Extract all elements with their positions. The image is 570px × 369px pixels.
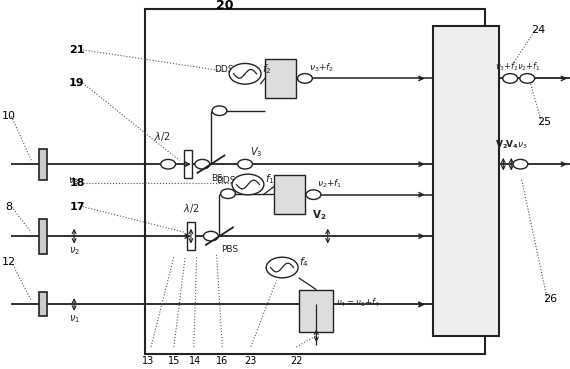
Circle shape <box>212 106 227 115</box>
Text: 12: 12 <box>2 257 15 267</box>
Text: 14: 14 <box>189 356 202 366</box>
Text: $\nu_3$: $\nu_3$ <box>518 141 528 151</box>
Circle shape <box>203 231 218 241</box>
Text: 19: 19 <box>69 78 85 88</box>
Text: $\nu_3$: $\nu_3$ <box>68 175 80 187</box>
Circle shape <box>195 159 210 169</box>
Text: BS: BS <box>211 174 222 183</box>
Bar <box>187 222 195 250</box>
Text: $\mathbf{V_2}$: $\mathbf{V_2}$ <box>495 139 507 151</box>
Text: 25: 25 <box>538 117 551 127</box>
Text: $\nu_3{+}f_2$: $\nu_3{+}f_2$ <box>309 61 335 74</box>
Bar <box>185 151 192 178</box>
Circle shape <box>503 74 518 83</box>
Text: $\lambda/2$: $\lambda/2$ <box>154 130 170 143</box>
Bar <box>39 218 47 254</box>
Text: 20: 20 <box>217 0 234 12</box>
Text: DDS: DDS <box>217 176 236 184</box>
Text: $\nu_2{+}f_1$: $\nu_2{+}f_1$ <box>516 60 540 73</box>
Text: $f_4$: $f_4$ <box>299 256 309 269</box>
Text: $\nu_2$: $\nu_2$ <box>68 245 80 257</box>
Text: 16: 16 <box>216 356 229 366</box>
Circle shape <box>520 74 535 83</box>
Bar <box>39 292 47 317</box>
Text: $\nu_2{+}f_1$: $\nu_2{+}f_1$ <box>317 177 343 190</box>
Bar <box>299 290 333 332</box>
Text: 21: 21 <box>69 45 85 55</box>
Text: $f_1$: $f_1$ <box>265 173 274 186</box>
Circle shape <box>229 63 261 84</box>
Text: 26: 26 <box>543 294 557 304</box>
Text: 8: 8 <box>5 201 12 212</box>
Text: $V_3$: $V_3$ <box>250 145 263 159</box>
Text: 22: 22 <box>290 356 303 366</box>
Bar <box>39 148 47 180</box>
Circle shape <box>513 159 528 169</box>
Text: 15: 15 <box>168 356 180 366</box>
Circle shape <box>298 74 312 83</box>
Bar <box>265 59 296 98</box>
Text: $\nu_1$: $\nu_1$ <box>68 313 80 325</box>
Text: 17: 17 <box>69 201 85 212</box>
Text: 13: 13 <box>142 356 154 366</box>
Circle shape <box>266 257 298 278</box>
Bar <box>145 9 484 354</box>
Text: $\nu_4{=}\nu_1{+}f_4$: $\nu_4{=}\nu_1{+}f_4$ <box>336 296 380 309</box>
Text: DDS: DDS <box>214 65 233 74</box>
Text: $\mathbf{V_4}$: $\mathbf{V_4}$ <box>504 139 518 151</box>
Text: 23: 23 <box>245 356 257 366</box>
Bar <box>433 26 499 336</box>
Text: 10: 10 <box>2 111 15 121</box>
Text: 18: 18 <box>69 177 85 188</box>
Text: $\mathbf{V_2}$: $\mathbf{V_2}$ <box>312 208 327 221</box>
Text: 24: 24 <box>531 24 546 35</box>
Circle shape <box>238 159 253 169</box>
Text: $\lambda/2$: $\lambda/2$ <box>183 202 199 215</box>
Circle shape <box>232 174 264 195</box>
Text: $\nu_3{+}f_2$: $\nu_3{+}f_2$ <box>495 60 519 73</box>
Circle shape <box>221 189 235 199</box>
Circle shape <box>306 190 321 199</box>
Text: PBS: PBS <box>221 245 238 254</box>
Circle shape <box>161 159 176 169</box>
Bar <box>274 175 305 214</box>
Text: $f_2$: $f_2$ <box>262 62 271 76</box>
